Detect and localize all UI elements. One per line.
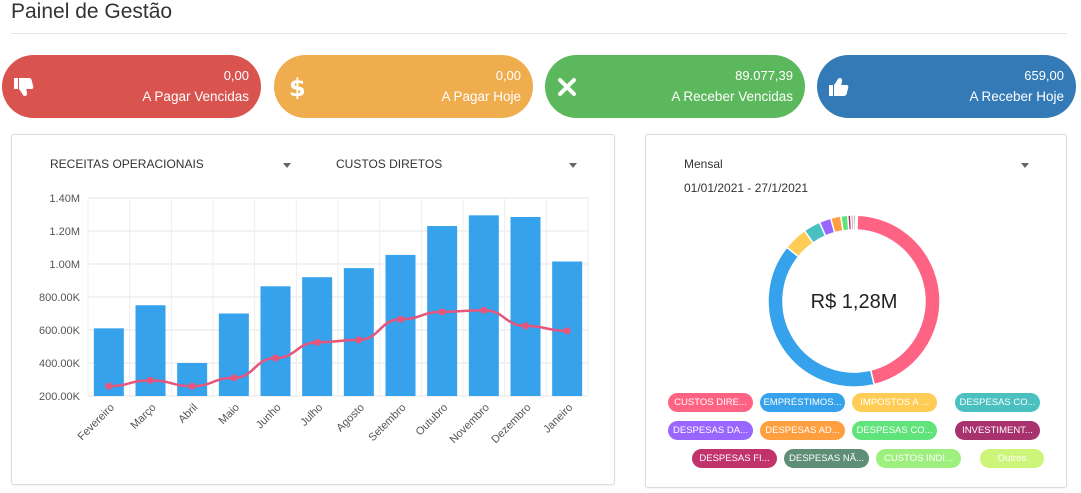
line-point[interactable] [563,327,571,335]
line-point[interactable] [272,354,279,362]
x-tick-label: Dezembro [489,402,533,446]
y-tick-label: 1.40M [49,193,80,205]
x-tick-label: Março [129,402,159,432]
x-tick-label: Maio [217,402,242,427]
bar[interactable] [177,363,208,396]
legend-pill[interactable]: DESPESAS AD... [760,421,845,440]
dollar-icon: $ [289,75,306,99]
x-tick-label: Janeiro [541,402,575,436]
x-tick-label: Outubro [414,402,451,439]
line-point[interactable] [355,336,363,344]
page-title: Painel de Gestão [11,0,173,23]
kpi-label: A Receber Vencidas [671,89,793,104]
line-point[interactable] [480,306,488,314]
bar-series-select[interactable]: RECEITAS OPERACIONAIS [50,157,295,173]
line-point[interactable] [105,382,113,390]
donut-slice[interactable] [855,214,859,231]
kpi-card-receber-vencidas[interactable]: 89.077,39 A Receber Vencidas [545,55,805,118]
x-tick-label: Junho [254,402,284,432]
x-tick-label: Abril [176,402,200,426]
legend-pill[interactable]: CUSTOS DIRE... [668,393,753,412]
revenue-cost-panel: RECEITAS OPERACIONAIS CUSTOS DIRETOS 200… [11,134,615,485]
bar-series-select-value: RECEITAS OPERACIONAIS [50,157,204,171]
kpi-label: A Pagar Vencidas [142,89,249,104]
legend-pill[interactable]: DESPESAS NÃ... [784,449,869,468]
kpi-card-pagar-hoje[interactable]: $ 0,00 A Pagar Hoje [274,55,533,118]
legend-pill[interactable]: Outros [980,449,1044,468]
title-divider [11,33,1067,34]
svg-text:$: $ [289,75,306,99]
y-tick-label: 800.00K [39,292,81,304]
period-select-value: Mensal [684,157,723,171]
kpi-value: 89.077,39 [735,68,793,83]
period-select[interactable]: Mensal [684,157,1029,173]
thumbs-up-icon [829,78,849,96]
line-point[interactable] [230,374,238,382]
x-tick-label: Agosto [334,402,367,435]
line-point[interactable] [397,315,404,323]
legend-pill[interactable]: IMPOSTOS A ... [852,393,937,412]
legend-pill[interactable]: DESPESAS CO... [852,421,937,440]
expense-breakdown-panel: Mensal 01/01/2021 - 27/1/2021 R$ 1,28M C… [645,134,1067,488]
kpi-card-receber-hoje[interactable]: 659,00 A Receber Hoje [817,55,1076,118]
kpi-label: A Pagar Hoje [441,89,521,104]
bar[interactable] [510,216,541,396]
line-series-select-value: CUSTOS DIRETOS [336,157,443,171]
kpi-value: 0,00 [223,68,249,83]
kpi-label: A Receber Hoje [969,89,1064,104]
donut-total: R$ 1,28M [811,291,898,313]
x-tick-label: Julho [298,402,325,429]
x-tick-label: Novembro [448,402,492,446]
kpi-value: 0,00 [495,68,521,83]
chevron-down-icon [569,163,577,168]
revenue-cost-chart: 200.00K 400.00K 600.00K 800.00K 1.00M 1.20M 1.… [39,193,589,446]
bar[interactable] [302,277,333,396]
kpi-card-pagar-vencidas[interactable]: 0,00 A Pagar Vencidas [2,55,261,118]
line-series-select[interactable]: CUSTOS DIRETOS [336,157,581,173]
chevron-down-icon [1021,163,1029,168]
bar[interactable] [343,268,374,396]
bar[interactable] [468,215,499,396]
kpi-value: 659,00 [1024,68,1064,83]
thumbs-down-icon [14,78,34,96]
y-tick-label: 200.00K [39,391,81,403]
y-tick-label: 1.20M [49,226,80,238]
line-point[interactable] [438,308,446,316]
y-tick-label: 600.00K [39,325,81,337]
y-tick-label: 1.00M [49,259,80,271]
chevron-down-icon [283,163,291,168]
date-range: 01/01/2021 - 27/1/2021 [684,181,809,195]
bar[interactable] [385,254,416,396]
legend-pill[interactable]: CUSTOS INDI... [876,449,961,468]
cost-line [108,308,568,388]
donut-slice[interactable] [767,246,876,388]
bar[interactable] [218,313,249,397]
x-tick-label: Setembro [366,402,408,444]
legend-pill[interactable]: DESPESAS CO... [955,393,1040,412]
line-point[interactable] [147,376,154,384]
close-icon [558,78,576,96]
bar[interactable] [260,286,291,396]
line-point[interactable] [313,338,321,346]
y-tick-label: 400.00K [39,358,81,370]
line-point[interactable] [188,382,196,390]
legend-pill[interactable]: EMPRÉSTIMOS... [760,393,845,412]
expense-donut-chart: R$ 1,28M [767,214,941,388]
line-point[interactable] [522,322,529,330]
legend-pill[interactable]: INVESTIMENT... [955,421,1040,440]
legend-pill[interactable]: DESPESAS FI... [692,449,777,468]
legend-pill[interactable]: DESPESAS DA... [668,421,753,440]
x-tick-label: Fevereiro [76,402,117,443]
